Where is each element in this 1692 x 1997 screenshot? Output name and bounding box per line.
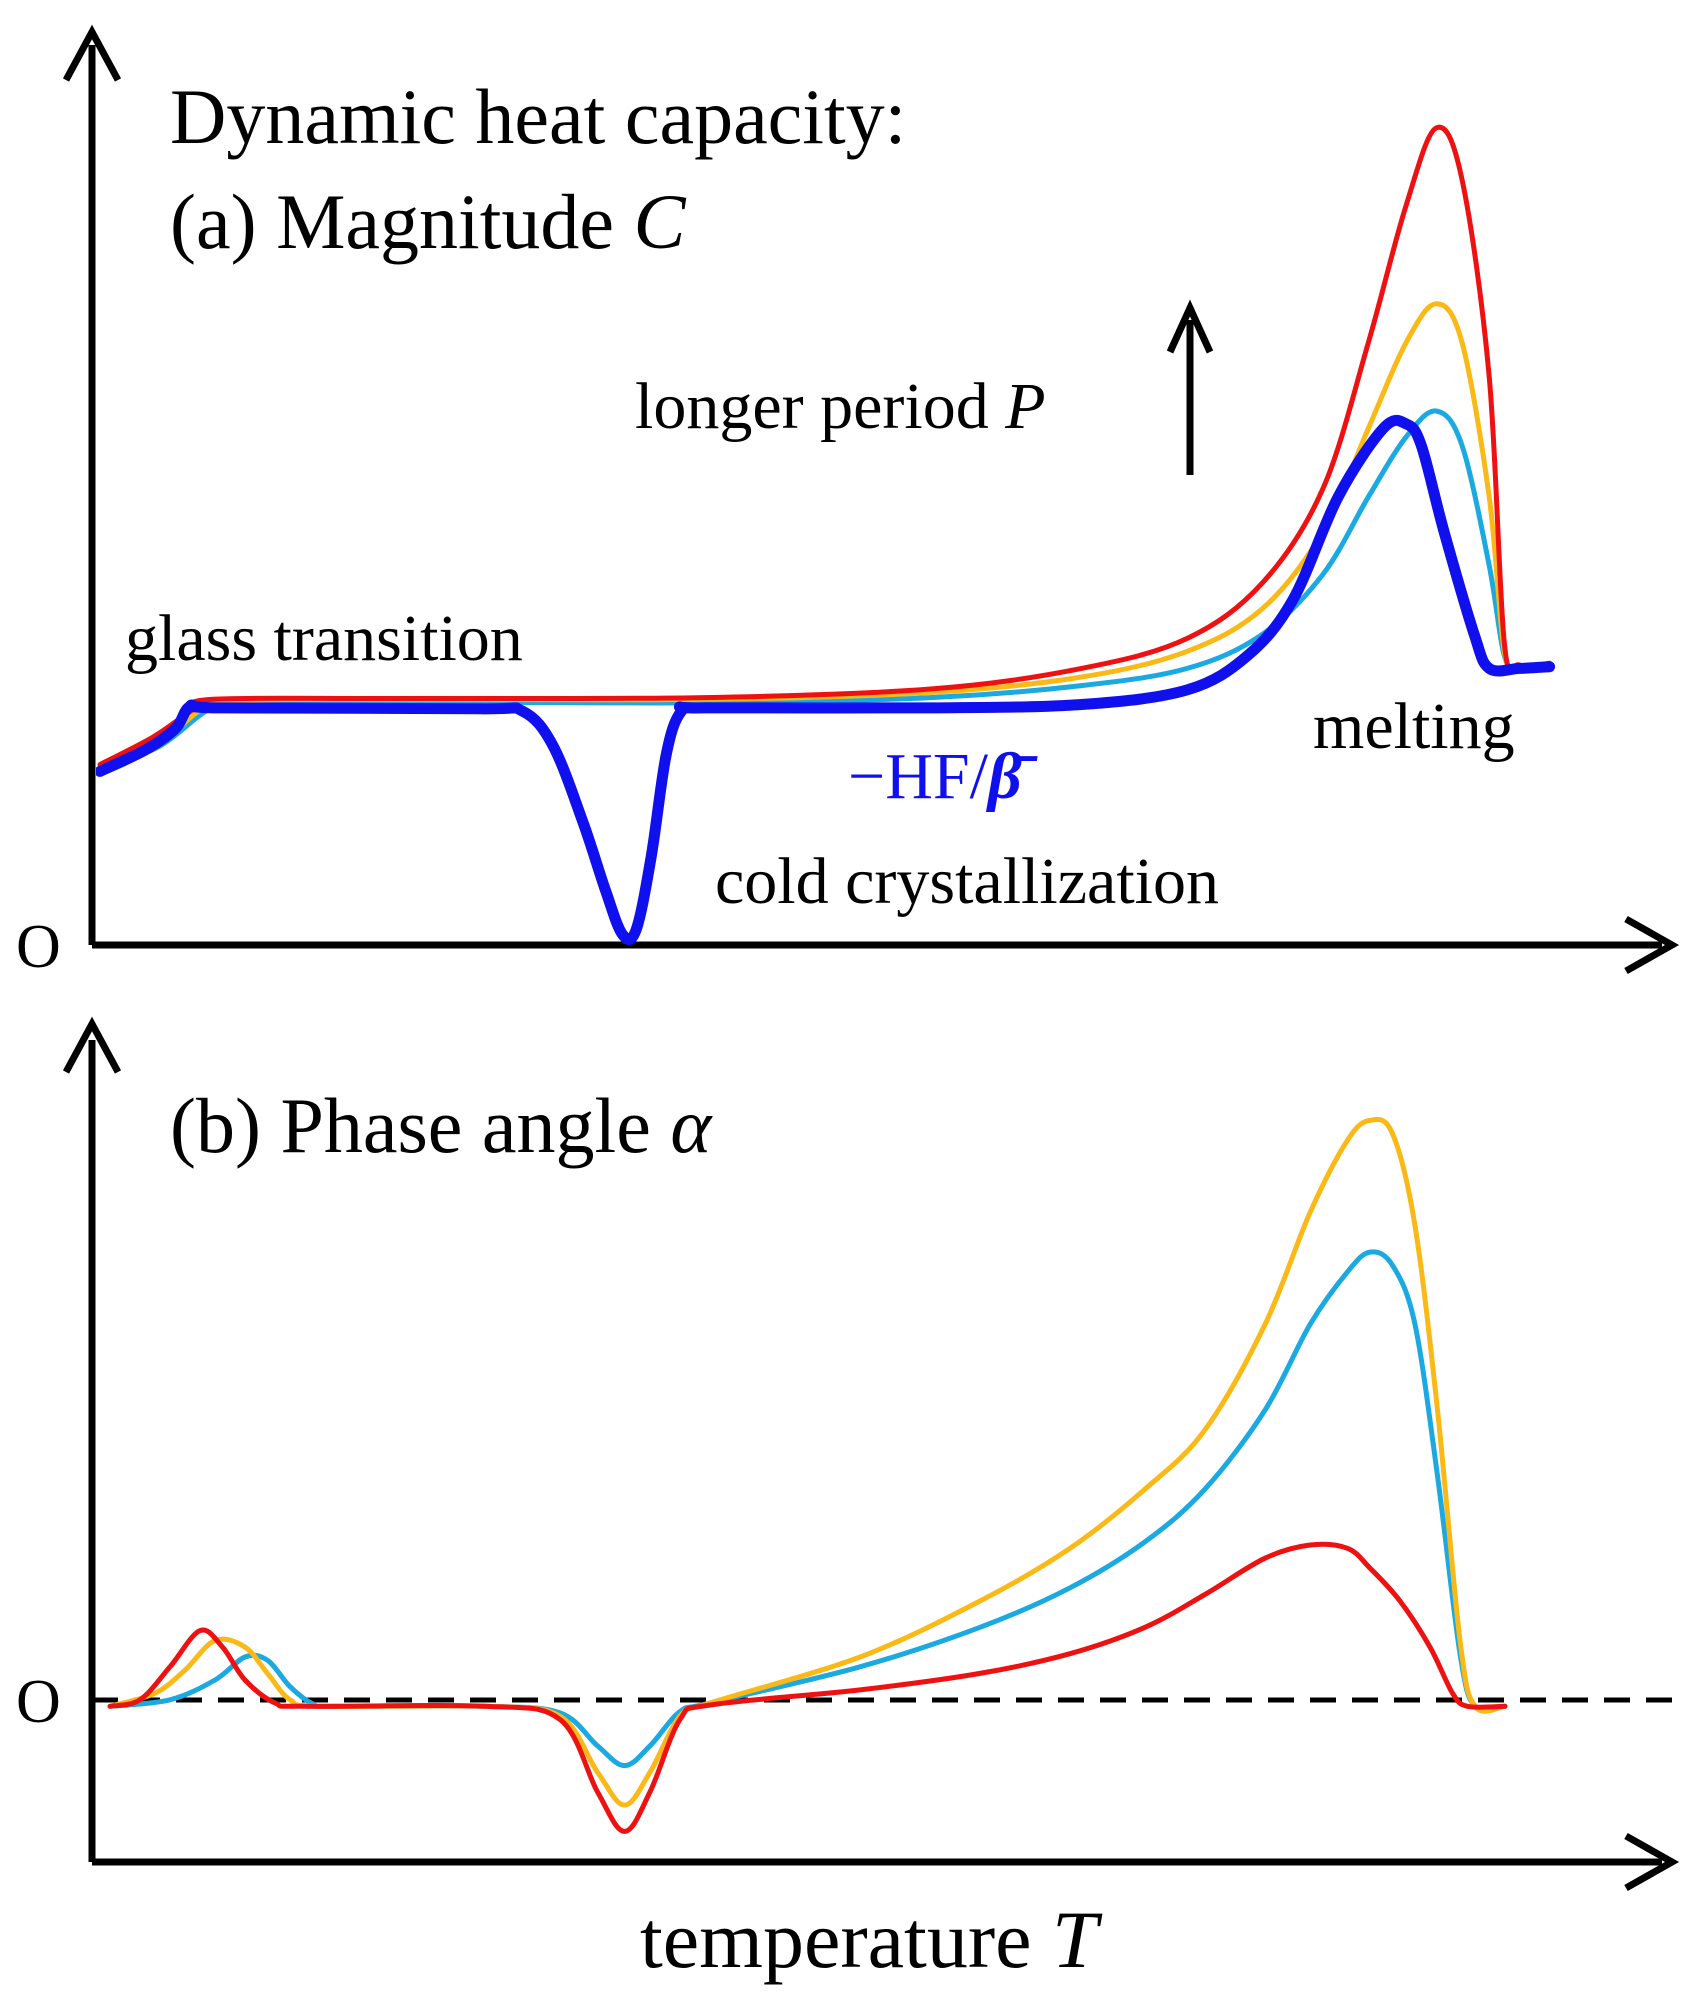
panel-b-x-axis-arrowhead bbox=[1624, 1832, 1680, 1892]
panel-b-title-symbol: α bbox=[670, 1082, 713, 1169]
panel-a-title-line1: Dynamic heat capacity: bbox=[170, 73, 906, 160]
annotation-period-symbol: P bbox=[1004, 370, 1045, 443]
panel-a-series-hf bbox=[96, 414, 1556, 945]
panel-b: O (b) Phase angle α temperature T bbox=[16, 1016, 1680, 1985]
panel-b-title: (b) Phase angle α bbox=[170, 1082, 713, 1169]
annotation-beta-bar-symbol: β̄ bbox=[985, 740, 1038, 813]
x-axis-label: temperature T bbox=[640, 1894, 1103, 1985]
panel-a-x-axis-arrowhead bbox=[1624, 915, 1680, 975]
annotation-melting: melting bbox=[1313, 690, 1515, 763]
panel-b-origin-label: O bbox=[16, 1668, 61, 1736]
panel-a-series-red bbox=[97, 124, 1553, 767]
annotation-cold-crystallization: cold crystallization bbox=[715, 845, 1219, 918]
x-axis-label-text: temperature bbox=[640, 1894, 1052, 1985]
panel-b-series-red bbox=[107, 1541, 1508, 1834]
longer-period-arrowhead bbox=[1166, 299, 1214, 354]
panel-b-series-orange bbox=[107, 1116, 1508, 1808]
panel-b-curves bbox=[107, 1116, 1508, 1834]
annotation-longer-period-text: longer period bbox=[635, 370, 1005, 443]
panel-b-series-cyan bbox=[107, 1249, 1508, 1769]
annotation-glass-transition: glass transition bbox=[125, 602, 523, 675]
panel-a-title-line2: (a) Magnitude C bbox=[170, 178, 687, 265]
panel-b-y-axis-arrowhead bbox=[62, 1016, 122, 1074]
annotation-heat-flow: −HF/β̄ bbox=[848, 740, 1038, 813]
panel-a-origin-label: O bbox=[16, 913, 61, 981]
panel-b-title-prefix: (b) Phase angle bbox=[170, 1082, 670, 1169]
panel-a-curves bbox=[96, 124, 1556, 945]
panel-a-title-symbol: C bbox=[634, 178, 687, 265]
annotation-heat-flow-prefix: −HF/ bbox=[848, 740, 989, 813]
panel-a-title-line2-prefix: (a) Magnitude bbox=[170, 178, 634, 265]
x-axis-label-symbol: T bbox=[1052, 1894, 1103, 1985]
panel-a-y-axis-arrowhead bbox=[62, 24, 122, 82]
panel-a: O Dynamic heat capacity: (a) Magnitude C… bbox=[16, 24, 1680, 981]
annotation-longer-period: longer period P bbox=[635, 370, 1046, 443]
